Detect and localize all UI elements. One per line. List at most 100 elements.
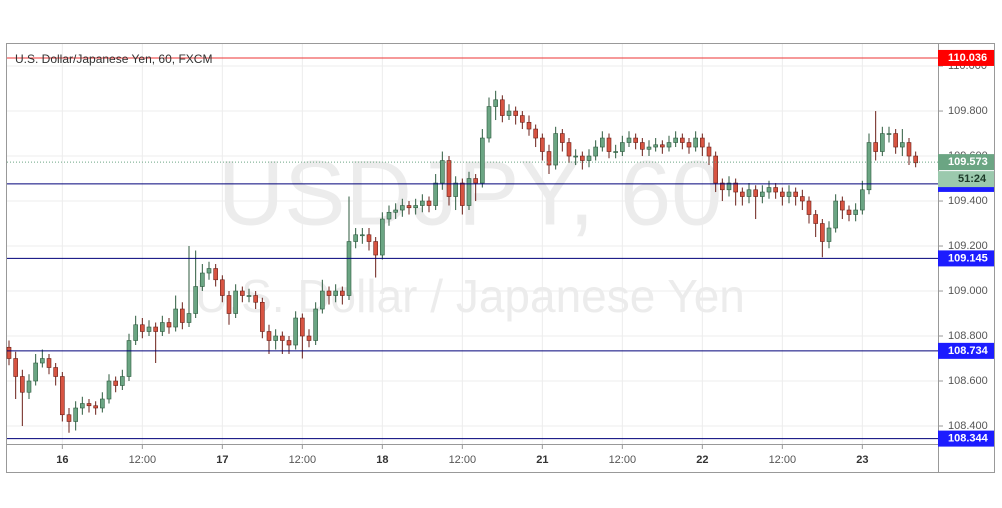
candle-body — [126, 340, 132, 377]
candle-body — [840, 200, 845, 211]
candle-body — [573, 155, 578, 158]
candle-body — [13, 358, 18, 377]
candle-body — [660, 144, 665, 148]
candle-body — [613, 151, 618, 153]
candle-body — [366, 234, 372, 242]
level-label-box — [938, 430, 994, 447]
candle-body — [900, 142, 905, 148]
candle-body — [873, 142, 878, 152]
candle-body — [66, 414, 72, 422]
candle-body — [833, 200, 838, 229]
candle-body — [773, 187, 778, 193]
candle-body — [333, 290, 338, 296]
candle-body — [466, 178, 472, 206]
y-tick-label: 108.800 — [948, 330, 988, 342]
candle-body — [520, 115, 525, 123]
candle-body — [760, 191, 765, 197]
candle-body — [120, 376, 125, 386]
y-tick-label: 109.200 — [948, 240, 988, 252]
x-tick-label: 12:00 — [769, 454, 797, 466]
candle-body — [266, 331, 272, 341]
candle-body — [240, 290, 245, 296]
candle-body — [546, 151, 552, 166]
candle-body — [480, 137, 485, 184]
candle-body — [740, 191, 745, 197]
y-tick-label: 108.600 — [948, 375, 988, 387]
candle-body — [500, 99, 505, 116]
candle-body — [526, 121, 532, 130]
candle-body — [753, 189, 758, 197]
candle-body — [26, 380, 32, 393]
candle-body — [493, 99, 498, 107]
candle-body — [860, 189, 865, 211]
y-tick-label: 109.800 — [948, 105, 988, 117]
candle-body — [400, 205, 405, 211]
last-price-label: 109.573 — [948, 156, 988, 168]
candle-body — [640, 142, 645, 150]
candle-body — [893, 133, 898, 148]
candle-body — [726, 182, 732, 191]
candle-body — [533, 128, 538, 139]
candle-body — [586, 155, 592, 161]
candle-body — [433, 182, 438, 206]
candle-body — [80, 403, 85, 409]
candle-body — [440, 160, 445, 184]
candle-body — [233, 290, 238, 314]
x-tick-label: 23 — [856, 454, 868, 466]
x-tick-label: 12:00 — [609, 454, 637, 466]
x-tick-label: 18 — [376, 454, 388, 466]
candle-body — [280, 335, 285, 341]
candle-body — [473, 178, 478, 184]
x-tick-label: 17 — [216, 454, 228, 466]
countdown-box — [938, 171, 994, 188]
candle-body — [553, 133, 558, 166]
candle-body — [913, 155, 918, 164]
candle-body — [626, 137, 632, 143]
x-tick-label: 12:00 — [449, 454, 477, 466]
candle-body — [406, 205, 412, 209]
candle-body — [720, 182, 725, 191]
countdown-label: 51:24 — [958, 173, 987, 185]
candle-body — [780, 191, 785, 197]
candle-body — [53, 367, 58, 377]
candle-body — [146, 326, 152, 332]
candle-body — [86, 403, 92, 407]
candle-body — [600, 137, 605, 148]
candle-body — [360, 234, 365, 237]
candle-body — [40, 358, 45, 364]
candle-body — [300, 317, 305, 337]
candle-body — [306, 335, 312, 341]
x-tick-label: 16 — [56, 454, 68, 466]
candle-body — [20, 376, 25, 393]
x-tick-label: 21 — [536, 454, 548, 466]
candle-body — [153, 326, 158, 332]
candle-body — [180, 308, 185, 323]
candle-body — [786, 191, 792, 197]
candle-body — [413, 205, 418, 209]
candle-body — [866, 142, 872, 191]
candle-body — [73, 407, 78, 422]
level-label: 109.145 — [948, 252, 988, 264]
candle-body — [386, 211, 392, 220]
candle-body — [560, 133, 565, 143]
candle-body — [426, 200, 432, 206]
candle-body — [166, 322, 172, 328]
axis: 108.400 108.600 108.800 109.000 109.200 109.4… — [56, 49, 994, 466]
candle-body — [113, 380, 118, 386]
candle-body — [826, 227, 832, 242]
candle-body — [700, 137, 705, 148]
candle-body — [693, 137, 698, 148]
level-label: 110.036 — [948, 52, 987, 64]
levels — [7, 57, 938, 440]
level-label: 108.734 — [948, 345, 989, 357]
candle-body — [260, 301, 265, 332]
candle-body — [846, 209, 852, 215]
last-price-box — [938, 154, 994, 171]
candle-body — [620, 142, 625, 152]
candle-body — [93, 405, 98, 409]
candle-body — [160, 322, 165, 332]
candle-body — [253, 295, 258, 303]
level-label-box — [938, 342, 994, 359]
candle-body — [193, 286, 198, 314]
